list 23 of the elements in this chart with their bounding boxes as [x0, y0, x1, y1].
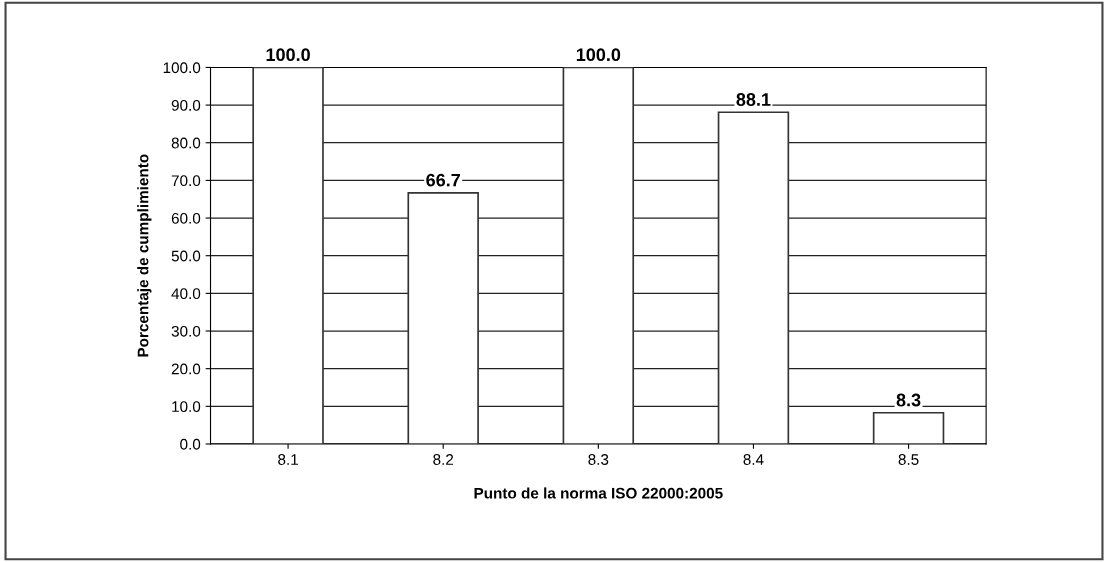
y-tick-label: 90.0 — [171, 99, 201, 111]
x-tick-label: 8.4 — [743, 454, 764, 465]
x-tick-label: 8.1 — [278, 454, 298, 465]
data-label: 100.0 — [266, 48, 310, 62]
data-label: 66.7 — [426, 173, 460, 187]
y-tick-label: 20.0 — [171, 363, 201, 375]
y-tick-label: 100.0 — [163, 62, 201, 74]
y-axis-title: Porcentaje de cumplimiento — [137, 154, 152, 357]
y-tick-label: 80.0 — [171, 137, 201, 149]
y-tick-label: 30.0 — [171, 325, 201, 337]
y-tick-label: 40.0 — [171, 288, 201, 300]
y-tick-label: 70.0 — [171, 175, 201, 187]
y-tick-label: 10.0 — [172, 401, 201, 413]
data-label: 100.0 — [576, 48, 621, 62]
x-tick-label: 8.3 — [588, 454, 609, 465]
x-tick-label: 8.5 — [898, 454, 919, 465]
x-axis-title: Punto de la norma ISO 22000:2005 — [474, 487, 723, 499]
y-tick-label: 0.0 — [180, 438, 201, 450]
y-tick-label: 60.0 — [171, 212, 201, 224]
data-label: 88.1 — [736, 93, 771, 106]
y-tick-label: 50.0 — [171, 250, 201, 262]
data-label: 8.3 — [896, 393, 921, 407]
x-tick-label: 8.2 — [433, 454, 454, 465]
